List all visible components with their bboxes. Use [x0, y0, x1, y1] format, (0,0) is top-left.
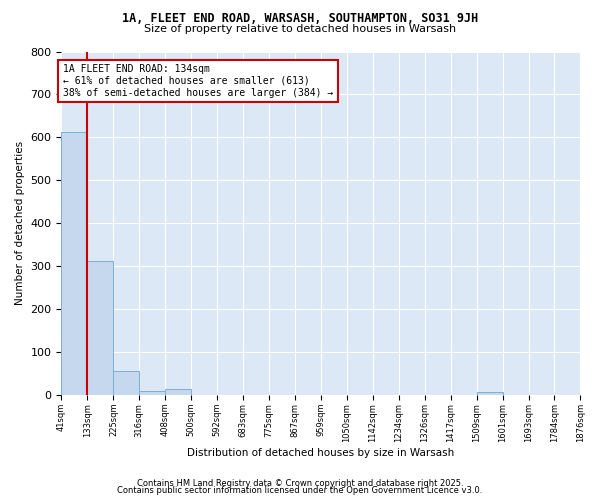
Y-axis label: Number of detached properties: Number of detached properties	[15, 141, 25, 306]
Text: Contains public sector information licensed under the Open Government Licence v3: Contains public sector information licen…	[118, 486, 482, 495]
X-axis label: Distribution of detached houses by size in Warsash: Distribution of detached houses by size …	[187, 448, 455, 458]
Bar	[61, 132, 88, 395]
Bar	[476, 392, 503, 395]
Text: Size of property relative to detached houses in Warsash: Size of property relative to detached ho…	[144, 24, 456, 34]
Bar	[165, 390, 191, 395]
Text: 1A, FLEET END ROAD, WARSASH, SOUTHAMPTON, SO31 9JH: 1A, FLEET END ROAD, WARSASH, SOUTHAMPTON…	[122, 12, 478, 26]
Bar	[88, 260, 113, 395]
Bar	[139, 391, 165, 395]
Text: Contains HM Land Registry data © Crown copyright and database right 2025.: Contains HM Land Registry data © Crown c…	[137, 478, 463, 488]
Bar	[113, 372, 139, 395]
Text: 1A FLEET END ROAD: 134sqm
← 61% of detached houses are smaller (613)
38% of semi: 1A FLEET END ROAD: 134sqm ← 61% of detac…	[63, 64, 333, 98]
